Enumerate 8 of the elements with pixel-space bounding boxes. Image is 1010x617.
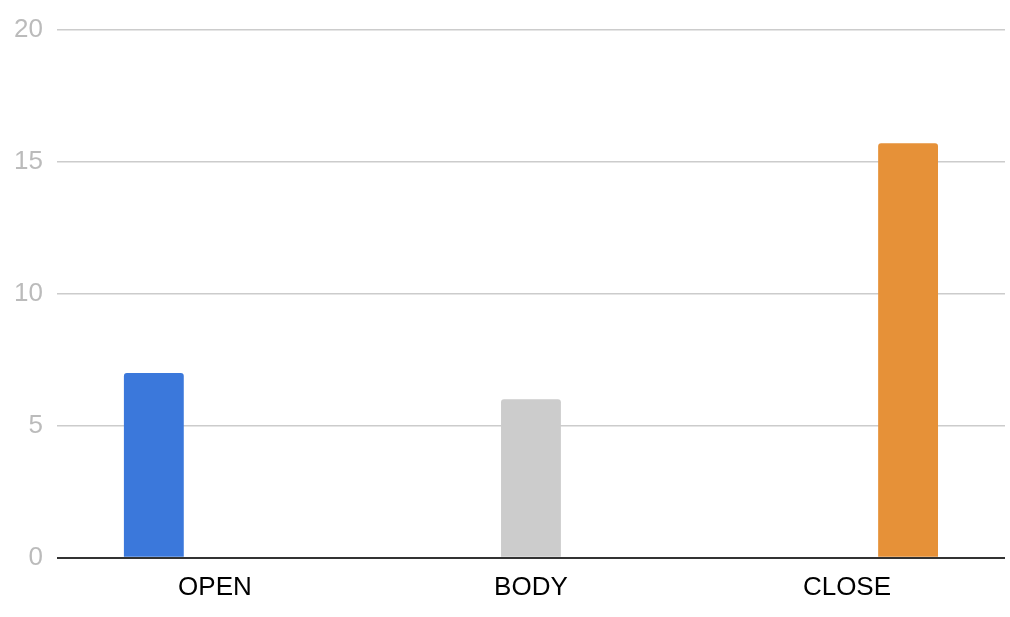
y-tick-label: 20 [14,12,43,43]
x-tick-label: BODY [494,570,568,601]
y-tick-label: 0 [28,540,43,571]
x-tick-label: OPEN [178,570,252,601]
x-tick-label: CLOSE [802,570,892,601]
y-tick-label: 15 [14,144,43,175]
y-tick-label: 10 [14,276,43,307]
y-tick-label: 5 [28,408,43,439]
